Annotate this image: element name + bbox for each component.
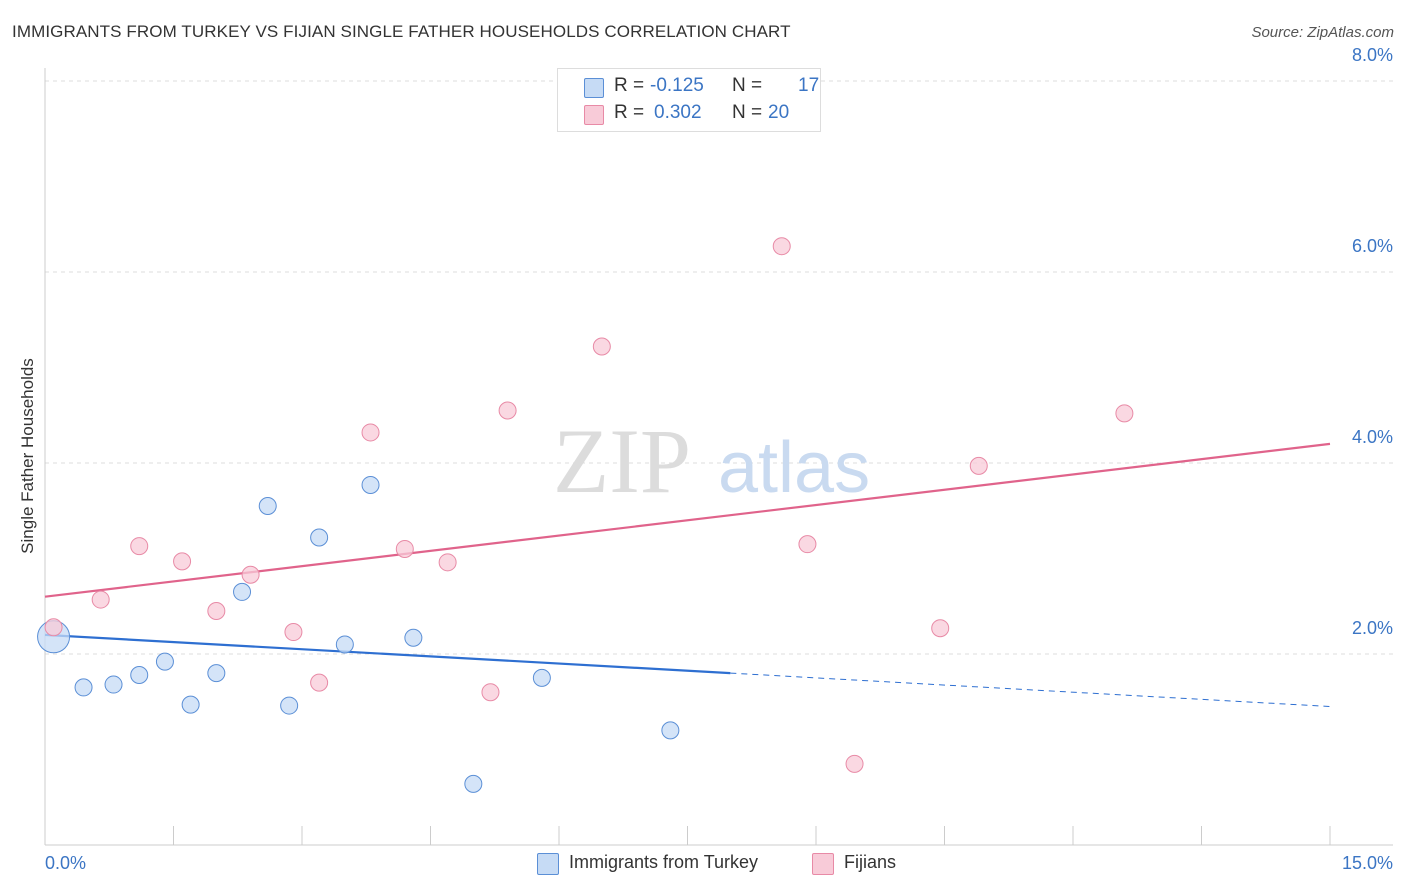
x-tick-label-max: 15.0% (1342, 853, 1393, 873)
data-point-turkey (310, 528, 329, 547)
data-point-turkey (335, 635, 354, 654)
data-point-turkey (104, 675, 123, 694)
data-point-fijians (91, 590, 110, 609)
legend-r-label: R = (614, 102, 645, 123)
data-point-fijians (931, 619, 950, 638)
data-point-fijians (969, 456, 988, 475)
data-point-turkey (464, 774, 483, 793)
data-point-turkey (207, 664, 226, 683)
data-point-turkey (532, 668, 551, 687)
data-point-turkey (130, 666, 149, 685)
legend-n-value-turkey: 17 (798, 75, 820, 96)
data-point-turkey (233, 582, 252, 601)
legend-r-value-fijians: 0.302 (654, 102, 702, 123)
data-point-fijians (845, 754, 864, 773)
data-point-fijians (173, 552, 192, 571)
bottom-legend-label-turkey: Immigrants from Turkey (569, 852, 759, 872)
x-tick-label-min: 0.0% (45, 853, 86, 873)
legend-n-value-fijians: 20 (768, 102, 790, 123)
trend-line-fijians (44, 442, 1331, 598)
data-point-fijians (361, 423, 380, 442)
legend-swatch-turkey (584, 78, 604, 98)
data-point-fijians (772, 237, 791, 256)
x-ticks (173, 826, 1331, 845)
data-point-turkey (181, 695, 200, 714)
watermark: ZIP atlas (553, 410, 870, 512)
data-point-fijians (207, 602, 226, 621)
data-point-fijians (284, 623, 303, 642)
data-point-turkey (361, 475, 380, 494)
y-tick-label: 4.0% (1352, 427, 1393, 447)
data-point-fijians (241, 565, 260, 584)
legend-n-label: N = (732, 102, 763, 123)
x-tick-labels: 0.0% 15.0% (45, 853, 1393, 873)
legend-swatch-fijians (584, 105, 604, 125)
data-point-fijians (438, 553, 457, 572)
data-point-turkey (155, 652, 174, 671)
data-point-turkey (661, 721, 680, 740)
y-tick-label: 6.0% (1352, 236, 1393, 256)
legend-n-label: N = (732, 75, 763, 96)
axes (44, 68, 1393, 846)
y-tick-labels: 2.0% 4.0% 6.0% 8.0% (1352, 45, 1393, 638)
data-point-fijians (395, 539, 414, 558)
data-point-fijians (1115, 404, 1134, 423)
chart-title: IMMIGRANTS FROM TURKEY VS FIJIAN SINGLE … (12, 22, 791, 41)
source-label: Source: ZipAtlas.com (1251, 24, 1394, 41)
legend-r-value-turkey: -0.125 (650, 75, 704, 96)
trend-line-extension-turkey (730, 672, 1331, 708)
bottom-legend-swatch-turkey (537, 853, 559, 875)
data-point-fijians (498, 401, 517, 420)
legend-r-label: R = (614, 75, 645, 96)
watermark-zip: ZIP (553, 410, 691, 512)
y-tick-label: 8.0% (1352, 45, 1393, 65)
trend-line-turkey (44, 633, 731, 675)
data-point-fijians (310, 673, 329, 692)
watermark-atlas: atlas (718, 428, 870, 508)
bottom-legend-label-fijians: Fijians (844, 852, 897, 872)
data-point-fijians (798, 535, 817, 554)
y-tick-label: 2.0% (1352, 618, 1393, 638)
data-point-fijians (592, 337, 611, 356)
data-points (37, 237, 1134, 793)
y-axis-label: Single Father Households (18, 358, 37, 554)
trend-lines (44, 442, 1331, 708)
data-point-fijians (481, 683, 500, 702)
data-point-turkey (258, 496, 277, 515)
bottom-legend-swatch-fijians (812, 853, 834, 875)
data-point-turkey (74, 678, 93, 697)
data-point-turkey (404, 628, 423, 647)
data-point-fijians (44, 618, 63, 637)
data-point-fijians (130, 537, 149, 556)
data-point-turkey (280, 696, 299, 715)
legend: R = -0.125 N = 17 R = 0.302 N = 20 (557, 68, 821, 132)
